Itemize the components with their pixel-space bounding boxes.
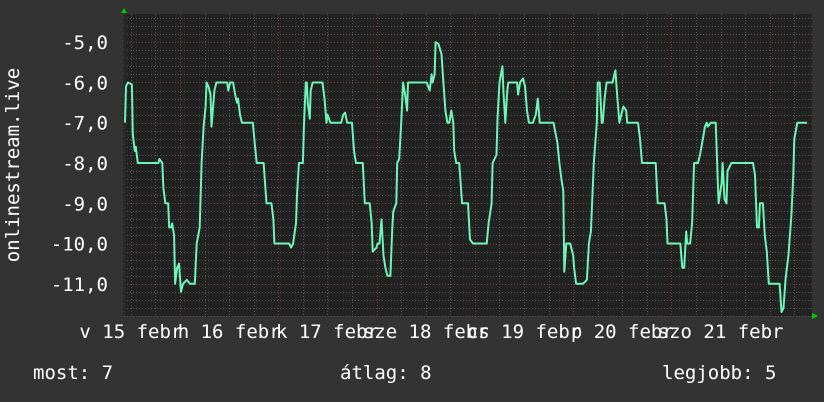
legend-best: legjobb: 5: [662, 362, 777, 384]
y-tick-label: -7,0: [62, 113, 108, 135]
series-line: [124, 41, 808, 313]
y-tick-label: -11,0: [51, 274, 108, 296]
y-tick-label: -8,0: [62, 153, 108, 175]
y-tick-label: -9,0: [62, 193, 108, 215]
x-tick-label: h 16 febr: [178, 321, 281, 343]
plot-area: [124, 14, 812, 316]
legend-average: átlag: 8: [340, 362, 432, 384]
x-tick-label: v 15 febr: [79, 321, 182, 343]
legend-current: most: 7: [33, 362, 114, 384]
y-tick-label: -10,0: [51, 234, 108, 256]
x-tick-label: sze 18 febr: [363, 321, 489, 343]
x-tick-label: p 20 febr: [571, 321, 674, 343]
y-axis-title: onlinestream.live: [2, 68, 24, 262]
y-tick-label: -5,0: [62, 32, 108, 54]
x-tick-label: szo 21 febr: [658, 321, 784, 343]
x-tick-label: cs 19 febr: [467, 321, 581, 343]
x-axis-arrow-icon: [812, 313, 818, 319]
y-axis: -5,0 -6,0 -7,0 -8,0 -9,0 -10,0 -11,0: [51, 32, 108, 296]
x-tick-label: k 17 febr: [276, 321, 379, 343]
y-tick-label: -6,0: [62, 72, 108, 94]
y-axis-arrow-icon: [121, 8, 127, 13]
